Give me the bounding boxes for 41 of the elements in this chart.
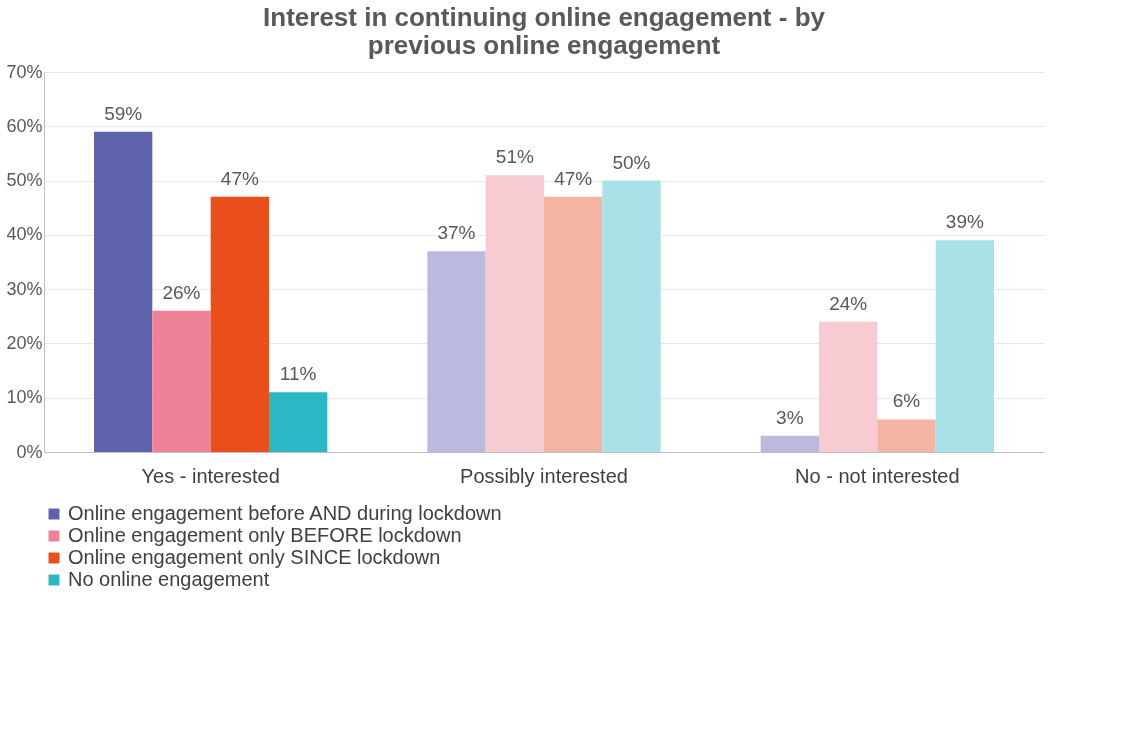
legend-label: Online engagement before AND during lockdown (68, 502, 502, 524)
bar (760, 435, 819, 452)
data-label: 37% (437, 222, 476, 244)
data-label: 3% (776, 406, 804, 428)
data-label: 59% (104, 102, 143, 124)
y-tick-label: 40% (6, 224, 43, 245)
bar (544, 196, 603, 452)
bar (269, 392, 328, 452)
bar (485, 175, 544, 452)
text: previous online engagement (367, 30, 721, 60)
data-label: 11% (279, 363, 317, 385)
bar (427, 251, 486, 452)
x-tick-label: Possibly interested (460, 464, 628, 487)
y-tick-label: 10% (6, 387, 43, 408)
y-tick-label: 70% (6, 61, 43, 82)
data-label: 6% (892, 390, 921, 412)
y-tick-label: 20% (6, 332, 43, 353)
data-label: 26% (162, 281, 201, 303)
y-tick-label: 30% (6, 278, 43, 299)
bar (819, 321, 878, 452)
x-tick-label: Yes - interested (141, 464, 280, 487)
legend-label: No online engagement (68, 568, 270, 590)
bar (602, 180, 661, 452)
bar (210, 196, 269, 452)
bar (935, 240, 994, 452)
data-label: 24% (829, 292, 868, 314)
bar (94, 131, 153, 452)
legend-label: Online engagement only SINCE lockdown (68, 546, 441, 568)
data-label: 47% (554, 167, 593, 189)
text: Interest in continuing online engagement - by (263, 2, 825, 32)
bar (877, 419, 936, 452)
y-tick-label: 0% (16, 441, 43, 462)
data-label: 50% (612, 151, 651, 173)
data-label: 39% (945, 211, 984, 233)
bar (152, 310, 211, 452)
data-label: 51% (495, 146, 534, 168)
legend-label: Online engagement only BEFORE lockdown (68, 524, 462, 546)
data-label: 47% (220, 167, 259, 189)
y-tick-label: 60% (6, 115, 43, 136)
x-tick-label: No - not interested (795, 464, 960, 487)
y-tick-label: 50% (6, 170, 43, 191)
